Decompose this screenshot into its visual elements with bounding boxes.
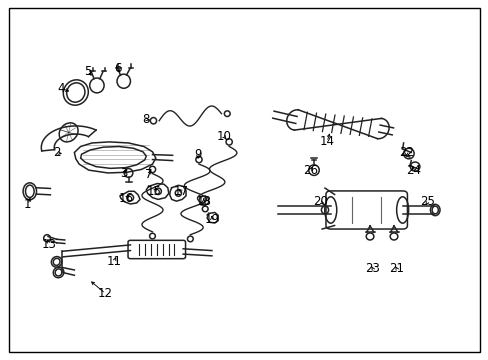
Text: 2: 2 xyxy=(53,146,61,159)
Text: 21: 21 xyxy=(388,262,404,275)
Text: 9: 9 xyxy=(194,148,202,161)
Text: 8: 8 xyxy=(142,113,150,126)
Text: 10: 10 xyxy=(217,130,231,143)
Text: 3: 3 xyxy=(120,167,127,180)
Text: 6: 6 xyxy=(114,62,121,75)
Text: 7: 7 xyxy=(144,168,152,181)
Text: 25: 25 xyxy=(419,195,434,208)
Text: 16: 16 xyxy=(119,192,133,205)
Text: 26: 26 xyxy=(303,164,318,177)
Text: 18: 18 xyxy=(196,195,211,208)
Text: 19: 19 xyxy=(204,213,219,226)
Text: 22: 22 xyxy=(398,146,413,159)
Text: 11: 11 xyxy=(106,255,122,268)
Text: 20: 20 xyxy=(312,195,327,208)
Text: 5: 5 xyxy=(83,65,91,78)
Text: 15: 15 xyxy=(147,185,162,198)
Text: 13: 13 xyxy=(41,238,56,251)
Text: 1: 1 xyxy=(24,198,32,211)
Text: 24: 24 xyxy=(405,164,420,177)
Text: 14: 14 xyxy=(319,135,334,148)
Text: 12: 12 xyxy=(98,287,113,300)
Text: 4: 4 xyxy=(58,82,65,95)
Text: 23: 23 xyxy=(365,262,380,275)
Text: 17: 17 xyxy=(173,185,188,198)
